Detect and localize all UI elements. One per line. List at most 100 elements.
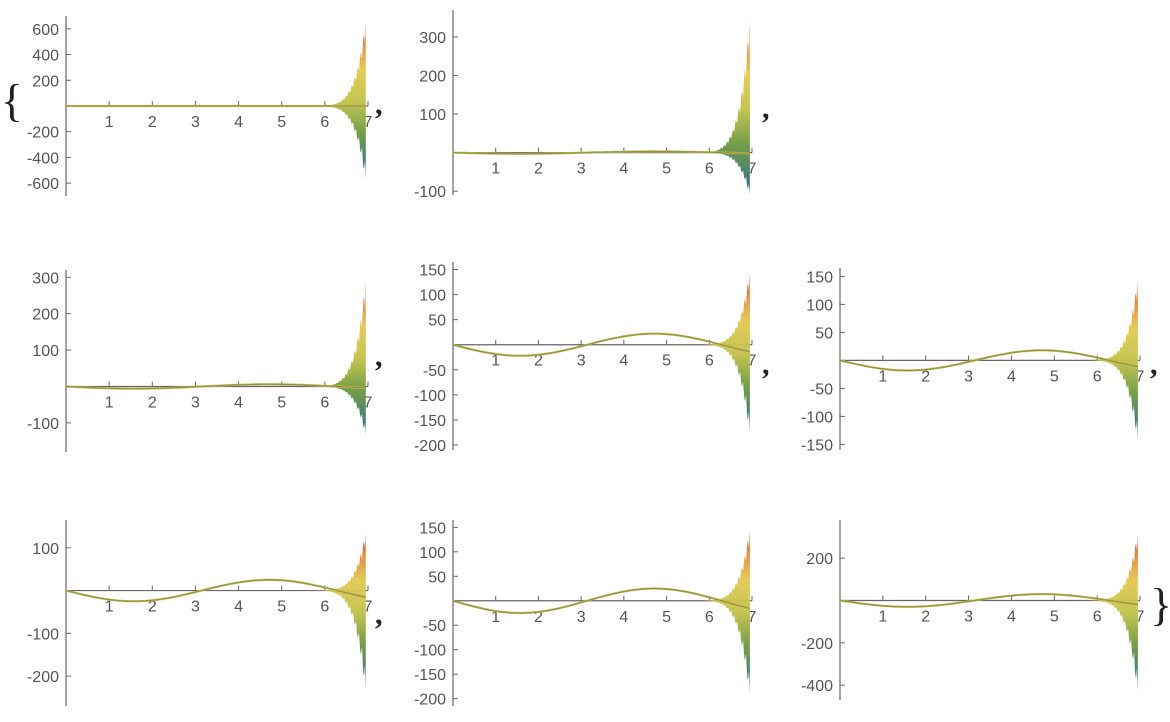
x-tick-label: 4 <box>619 609 628 626</box>
x-tick-label: 7 <box>748 353 757 370</box>
x-tick-label: 1 <box>491 353 500 370</box>
y-tick-label: -200 <box>801 636 833 653</box>
x-tick-label: 7 <box>748 161 757 178</box>
x-tick-label: 3 <box>577 161 586 178</box>
x-tick-label: 7 <box>748 609 757 626</box>
x-tick-label: 6 <box>1093 608 1102 625</box>
plot-panel-3: 1 2 3 4 5 6 7 300 200 100 -100 <box>27 270 373 452</box>
y-tick-label: -50 <box>810 381 833 398</box>
x-tick-label: 3 <box>577 609 586 626</box>
y-tick-label: 200 <box>32 73 59 90</box>
y-tick-label: 50 <box>815 325 833 342</box>
y-tick-label: -200 <box>27 125 59 142</box>
x-tick-label: 2 <box>534 161 543 178</box>
y-tick-label: 300 <box>419 30 446 47</box>
spike-envelope <box>1062 281 1138 441</box>
x-tick-label: 2 <box>921 368 930 385</box>
plot-panel-1: 1 2 3 4 5 6 7 600 400 200 -200 -400 -600 <box>27 16 373 196</box>
list-open-brace: { <box>1 75 24 126</box>
y-tick-label: 200 <box>419 69 446 86</box>
base-curve-shadow <box>452 333 750 357</box>
y-tick-label: 100 <box>806 297 833 314</box>
x-tick-label: 6 <box>1093 368 1102 385</box>
y-tick-label: 150 <box>806 269 833 286</box>
x-tick-label: 4 <box>619 161 628 178</box>
x-tick-label: 7 <box>364 394 373 411</box>
x-tick-label: 6 <box>320 599 329 616</box>
x-tick-label: 1 <box>105 394 114 411</box>
x-tick-label: 2 <box>148 114 157 131</box>
y-tick-label: -400 <box>27 150 59 167</box>
y-tick-label: -50 <box>423 363 446 380</box>
x-tick-label: 1 <box>491 609 500 626</box>
separator-comma: , <box>762 92 770 125</box>
separator-comma: , <box>375 340 383 373</box>
x-tick-label: 5 <box>1050 608 1059 625</box>
y-tick-label: -600 <box>27 176 59 193</box>
x-tick-label: 2 <box>148 599 157 616</box>
y-tick-label: 100 <box>32 343 59 360</box>
base-curve-shadow <box>65 579 366 602</box>
x-tick-label: 5 <box>662 161 671 178</box>
y-tick-label: 50 <box>428 313 446 330</box>
x-tick-label: 3 <box>191 114 200 131</box>
y-tick-label: 300 <box>32 270 59 287</box>
y-tick-label: 600 <box>32 22 59 39</box>
y-tick-label: 100 <box>419 288 446 305</box>
base-curve-shadow <box>839 593 1138 608</box>
x-tick-label: 3 <box>577 353 586 370</box>
y-tick-label: -100 <box>27 416 59 433</box>
y-tick-label: -100 <box>414 388 446 405</box>
x-tick-label: 1 <box>105 114 114 131</box>
y-tick-label: -150 <box>414 413 446 430</box>
y-tick-label: -200 <box>414 438 446 455</box>
x-tick-label: 2 <box>534 353 543 370</box>
x-tick-label: 6 <box>320 114 329 131</box>
base-curve-shadow <box>452 150 750 155</box>
y-tick-label: -100 <box>27 626 59 643</box>
x-tick-label: 3 <box>191 394 200 411</box>
y-tick-label: 150 <box>419 520 446 537</box>
x-tick-label: 5 <box>662 353 671 370</box>
y-tick-label: 100 <box>32 541 59 558</box>
y-tick-label: 150 <box>419 263 446 280</box>
y-tick-label: 100 <box>419 545 446 562</box>
y-tick-label: -50 <box>423 618 446 635</box>
y-tick-label: -150 <box>414 667 446 684</box>
y-tick-label: 400 <box>32 48 59 65</box>
y-tick-label: 200 <box>806 551 833 568</box>
separator-comma: , <box>1150 348 1158 381</box>
separator-comma: , <box>762 348 770 381</box>
x-tick-label: 1 <box>491 161 500 178</box>
y-tick-label: 50 <box>428 569 446 586</box>
x-tick-label: 2 <box>921 608 930 625</box>
y-tick-label: -200 <box>414 692 446 709</box>
separator-comma: , <box>375 598 383 631</box>
plot-panel-7: 1 2 3 4 5 6 7 150 100 50 -50 -100 -150 -200 <box>414 520 757 709</box>
plot-panel-2: 1 2 3 4 5 6 7 300 200 100 -100 <box>414 10 757 201</box>
x-tick-label: 4 <box>234 394 243 411</box>
x-tick-label: 2 <box>534 609 543 626</box>
x-tick-label: 2 <box>148 394 157 411</box>
x-tick-label: 1 <box>878 608 887 625</box>
base-curve-shadow <box>839 349 1138 371</box>
x-tick-label: 5 <box>277 394 286 411</box>
base-curve-shadow <box>452 588 751 614</box>
plot-panel-4: 1 2 3 4 5 6 7 150 100 50 -50 -100 -150 -200 <box>414 262 757 455</box>
x-tick-label: 4 <box>1007 608 1016 625</box>
y-tick-label: -100 <box>414 643 446 660</box>
x-tick-label: 7 <box>364 599 373 616</box>
plot-panel-8: 1 2 3 4 5 6 7 200 -200 -400 <box>801 520 1145 700</box>
y-tick-label: 100 <box>419 107 446 124</box>
plot-panel-6: 1 2 3 4 5 6 7 100 -100 -200 <box>27 520 373 706</box>
y-tick-label: -100 <box>801 409 833 426</box>
list-close-brace: } <box>1150 579 1170 630</box>
x-tick-label: 4 <box>619 353 628 370</box>
x-tick-label: 6 <box>705 609 714 626</box>
x-tick-label: 5 <box>277 599 286 616</box>
x-tick-label: 4 <box>234 599 243 616</box>
x-tick-label: 5 <box>662 609 671 626</box>
base-curve-shadow <box>65 383 366 390</box>
x-tick-label: 4 <box>234 114 243 131</box>
